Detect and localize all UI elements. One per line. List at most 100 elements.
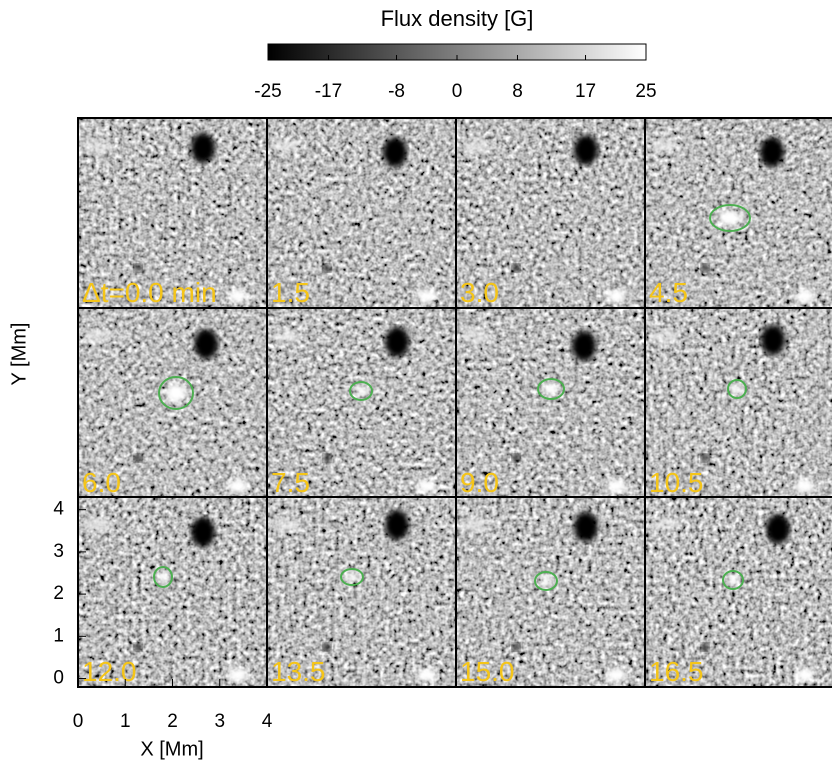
x-tick-label: 2 <box>167 711 178 732</box>
colorbar-title: Flux density [G] <box>381 6 534 31</box>
contour <box>727 379 747 399</box>
bright-feature <box>273 329 301 343</box>
panel-features <box>462 512 626 682</box>
dark-feature <box>701 264 709 272</box>
bright-feature <box>417 668 437 682</box>
dark-feature <box>134 264 142 272</box>
panel: 15.0 <box>455 496 646 688</box>
bright-feature <box>273 139 301 153</box>
dark-feature <box>385 510 409 540</box>
panel: 6.0 <box>77 307 268 499</box>
bright-feature <box>651 518 679 532</box>
dark-feature <box>512 454 520 462</box>
dark-feature <box>574 135 598 165</box>
y-tick-label: 3 <box>53 541 64 562</box>
panel-label: 9.0 <box>460 467 499 498</box>
dark-feature <box>512 264 520 272</box>
bright-feature <box>606 668 626 682</box>
dark-feature <box>323 454 331 462</box>
panel-features <box>84 133 248 303</box>
dark-feature <box>134 454 142 462</box>
colorbar-tick-label: 0 <box>452 81 463 102</box>
bright-feature <box>606 289 626 303</box>
bright-feature <box>84 518 112 532</box>
colorbar-tick-label: -8 <box>388 81 405 102</box>
bright-feature <box>651 329 679 343</box>
dark-feature <box>701 454 709 462</box>
panel-features <box>651 514 815 682</box>
panel-label: 10.5 <box>649 467 704 498</box>
panel-features <box>651 137 815 303</box>
bright-feature <box>228 668 248 682</box>
bright-feature <box>273 518 301 532</box>
bright-feature <box>651 139 679 153</box>
bright-feature <box>543 383 559 395</box>
bright-feature <box>157 571 169 583</box>
bright-feature <box>165 383 187 403</box>
dark-feature <box>191 517 215 547</box>
panel-label: 13.5 <box>271 656 326 687</box>
dark-feature <box>323 264 331 272</box>
dark-feature <box>574 512 598 542</box>
bright-feature <box>795 289 815 303</box>
y-tick-label: 4 <box>53 499 64 520</box>
panel-label: 16.5 <box>649 656 704 687</box>
bright-feature <box>462 518 490 532</box>
dark-feature <box>701 643 709 651</box>
panel: 9.0 <box>455 307 646 499</box>
contour <box>340 568 364 586</box>
x-tick-label: 4 <box>262 711 273 732</box>
dark-feature <box>134 643 142 651</box>
y-tick-label: 0 <box>53 668 64 689</box>
contour <box>534 571 558 591</box>
contour <box>537 378 565 400</box>
contour <box>709 204 751 232</box>
contour <box>158 376 194 410</box>
colorbar-tick-label: 17 <box>575 81 596 102</box>
panel: 4.5 <box>644 117 832 309</box>
y-tick-label: 2 <box>53 583 64 604</box>
bright-feature <box>795 479 815 493</box>
panel-label: 4.5 <box>649 277 688 308</box>
panel-label: 7.5 <box>271 467 310 498</box>
colorbar-tick-label: 8 <box>512 81 523 102</box>
bright-feature <box>462 139 490 153</box>
panel-features <box>462 135 626 303</box>
panel: 7.5 <box>266 307 457 499</box>
bright-feature <box>345 572 359 582</box>
panel-label: 1.5 <box>271 277 310 308</box>
panel-label: 12.0 <box>82 656 137 687</box>
panel-features <box>84 329 248 493</box>
bright-feature <box>228 289 248 303</box>
bright-feature <box>731 383 743 395</box>
panel-features <box>273 327 437 493</box>
panel-label: 6.0 <box>82 467 121 498</box>
bright-feature <box>84 329 112 343</box>
panel: 1.5 <box>266 117 457 309</box>
panel-label: 3.0 <box>460 277 499 308</box>
colorbar-tick-label: -25 <box>254 81 281 102</box>
y-axis-label: Y [Mm] <box>8 323 30 386</box>
contour <box>349 381 373 401</box>
panel: 12.0 <box>77 496 268 688</box>
panel-features <box>462 329 626 493</box>
panel-features <box>84 517 248 682</box>
dark-feature <box>323 643 331 651</box>
bright-feature <box>718 210 742 226</box>
panel-features <box>273 137 437 303</box>
bright-feature <box>417 289 437 303</box>
x-tick-label: 0 <box>73 711 84 732</box>
dark-feature <box>512 643 520 651</box>
panel-label: 15.0 <box>460 656 515 687</box>
dark-feature <box>191 133 215 163</box>
x-axis-label: X [Mm] <box>140 738 203 760</box>
bright-feature <box>84 139 112 153</box>
panel: 16.5 <box>644 496 832 688</box>
panel: 13.5 <box>266 496 457 688</box>
dark-feature <box>766 514 790 544</box>
bright-feature <box>462 329 490 343</box>
panel-features <box>651 325 815 493</box>
x-tick-label: 3 <box>214 711 225 732</box>
